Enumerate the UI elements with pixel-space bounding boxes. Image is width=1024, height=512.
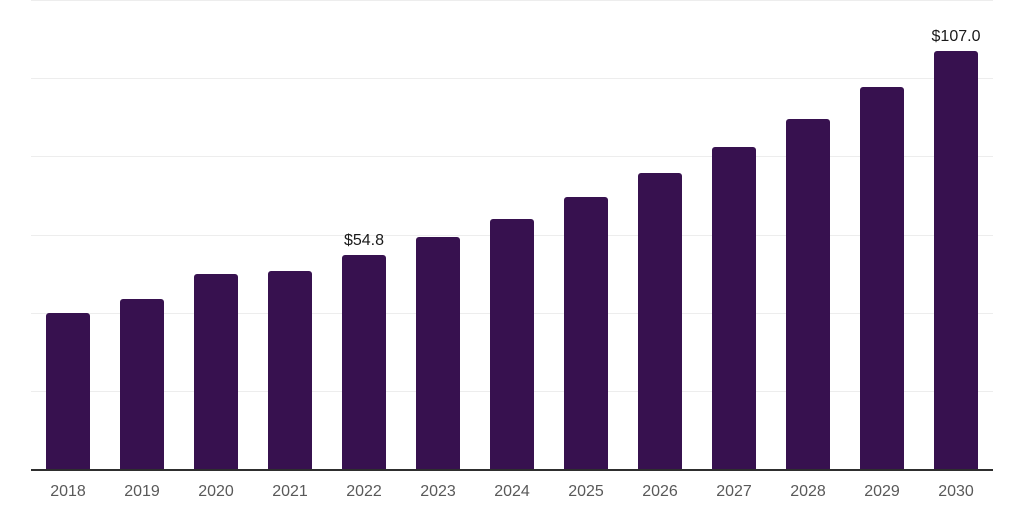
x-tick-label-2028: 2028 [790,483,826,500]
x-tick-label-2024: 2024 [494,483,530,500]
bar-slot-2026 [623,0,697,469]
bar-slot-2025 [549,0,623,469]
bar-slot-2023 [401,0,475,469]
bar-2025 [564,196,608,469]
bar-2026 [638,173,682,469]
data-label-2022: $54.8 [343,231,385,249]
x-tick-label-2023: 2023 [420,483,456,500]
bar-2023 [416,237,460,469]
plot-area: $54.8 $107.0 2018 2019 2020 2021 2022 2023 2024… [31,0,993,512]
bar-2018 [46,312,90,469]
x-tick-label-2029: 2029 [864,483,900,500]
x-tick-label-2030: 2030 [938,483,974,500]
bar-slot-2030: $107.0 [919,0,993,469]
bar-slot-2024 [475,0,549,469]
x-axis-line [31,469,993,471]
bar-2019 [120,299,164,469]
bar-slot-2019 [105,0,179,469]
bar-slot-2018 [31,0,105,469]
x-tick-label-2021: 2021 [272,483,308,500]
bar-2028 [786,119,830,469]
x-tick-label-2019: 2019 [124,483,160,500]
x-tick-label-2027: 2027 [716,483,752,500]
bars: $54.8 $107.0 [31,0,993,469]
bar-slot-2029 [845,0,919,469]
bar-2027 [712,147,756,469]
gridline-120 [31,0,993,1]
bar-slot-2020 [179,0,253,469]
x-tick-label-2025: 2025 [568,483,604,500]
bar-2022 [342,254,386,469]
gridline-100 [31,78,993,80]
bar-slot-2028 [771,0,845,469]
gridline-80 [31,156,993,158]
data-label-2030: $107.0 [931,27,981,45]
bar-2029 [860,87,904,469]
bar-2030 [934,50,978,469]
x-axis-labels: 2018 2019 2020 2021 2022 2023 2024 2025 2026 2027… [31,482,993,501]
bar-slot-2021 [253,0,327,469]
x-tick-label-2020: 2020 [198,483,234,500]
x-tick-label-2026: 2026 [642,483,678,500]
bar-2024 [490,218,534,469]
x-tick-label-2022: 2022 [346,483,382,500]
bar-2021 [268,270,312,469]
bar-slot-2027 [697,0,771,469]
bar-2020 [194,273,238,469]
x-tick-label-2018: 2018 [50,483,86,500]
bar-slot-2022: $54.8 [327,0,401,469]
